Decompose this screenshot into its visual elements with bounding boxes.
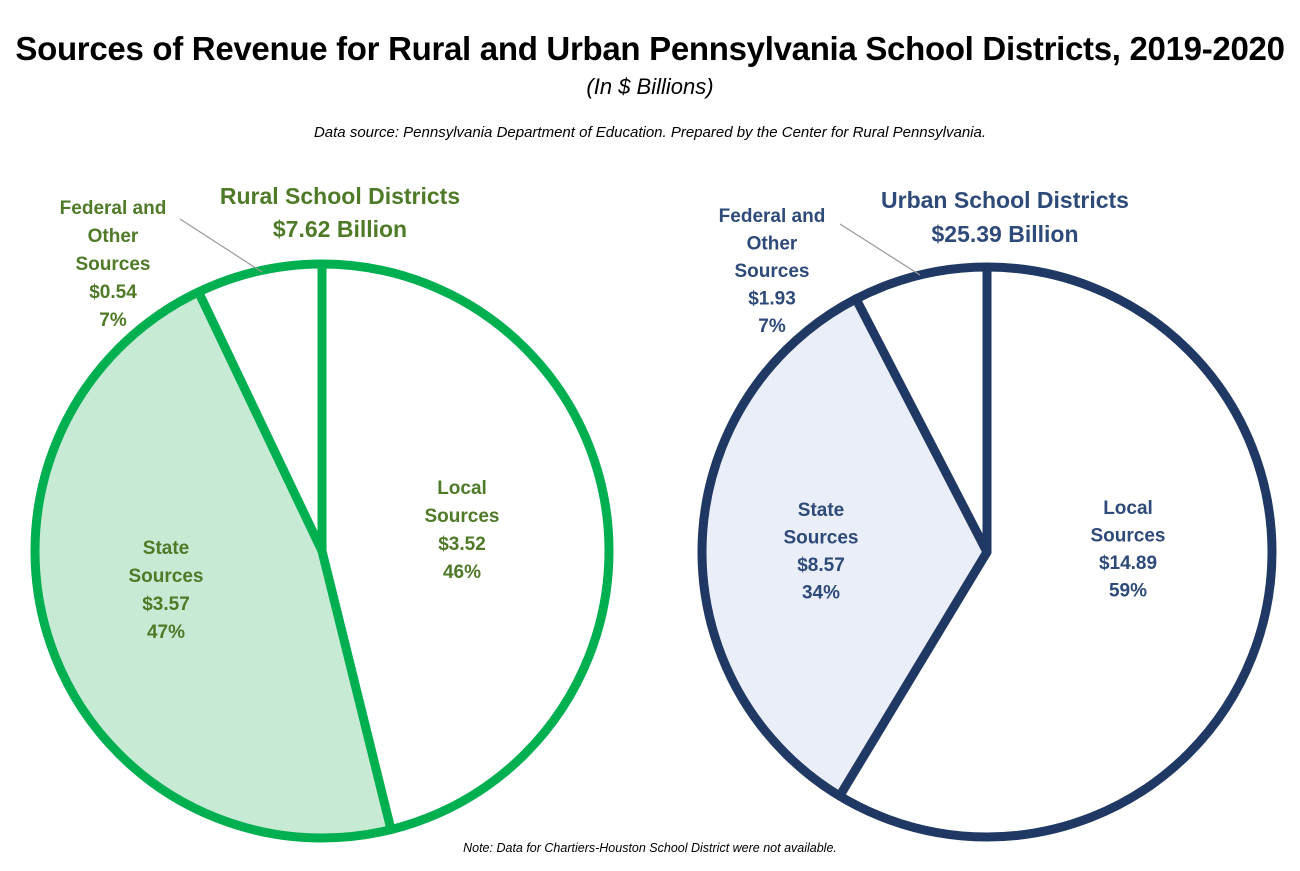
footnote: Note: Data for Chartiers-Houston School … (463, 841, 837, 855)
chart-subtitle: (In $ Billions) (586, 74, 714, 99)
rural-pie-slice-state-sources (35, 291, 392, 839)
urban-pie-label-state-sources: State Sources $8.57 34% (784, 500, 859, 604)
urban-pie-divider-3 (851, 294, 992, 557)
rural-pie-divider-2 (317, 546, 396, 835)
urban-pie-slice-local-sources (839, 267, 1272, 838)
rural-pie-label-local-sources: Local Sources $3.52 46% (425, 478, 500, 583)
rural-pie-total: $7.62 Billion (273, 216, 407, 242)
rural-pie-label-federal-and-other-sources: Federal and Other Sources $0.54 7% (60, 198, 167, 331)
urban-pie-divider-2 (835, 547, 992, 801)
rural-pie-title: Rural School Districts (220, 183, 460, 209)
urban-pie-label-local-sources: Local Sources $14.89 59% (1091, 498, 1166, 602)
rural-pie-label-state-sources: State Sources $3.57 47% (129, 538, 204, 643)
urban-pie-label-federal-and-other-sources: Federal and Other Sources $1.93 7% (719, 206, 826, 337)
urban-pie-total: $25.39 Billion (931, 221, 1078, 247)
chart-title: Sources of Revenue for Rural and Urban P… (15, 30, 1285, 67)
urban-pie-leader-line (839, 223, 921, 276)
rural-pie-leader-line (179, 218, 263, 273)
rural-pie-slice-local-sources (322, 264, 609, 830)
data-source-note: Data source: Pennsylvania Department of … (313, 124, 987, 141)
rural-pie-divider-3 (194, 287, 327, 556)
urban-pie-title: Urban School Districts (881, 187, 1129, 213)
